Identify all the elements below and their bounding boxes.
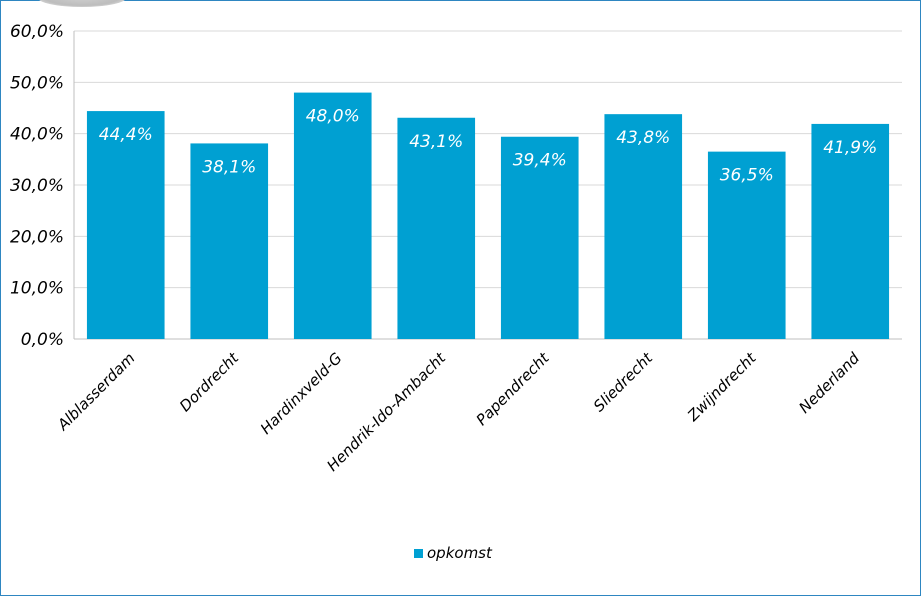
bar: [811, 123, 890, 339]
decorative-shape: [37, 0, 127, 7]
y-tick-label: 20,0%: [10, 227, 64, 247]
legend: opkomst: [414, 544, 492, 562]
x-tick-label: Hardinxveld-G: [257, 349, 346, 438]
x-tick-label: Hendrik-Ido-Ambacht: [323, 348, 449, 474]
y-tick-label: 40,0%: [10, 125, 64, 145]
bar: [293, 92, 372, 339]
y-tick-label: 0,0%: [21, 330, 64, 350]
data-label: 36,5%: [720, 166, 774, 186]
bar: [604, 114, 683, 339]
bar: [86, 111, 165, 339]
bar: [707, 151, 786, 339]
data-label: 44,4%: [99, 125, 153, 145]
x-tick-label: Nederland: [795, 349, 863, 417]
y-tick-label: 60,0%: [10, 22, 64, 42]
x-tick-label: Sliedrecht: [590, 348, 657, 415]
legend-swatch: [414, 548, 423, 558]
x-tick-label: Zwijndrecht: [683, 348, 760, 425]
x-tick-label: Alblasserdam: [53, 349, 138, 434]
data-label: 43,1%: [409, 132, 463, 152]
bar: [190, 143, 269, 339]
y-tick-label: 10,0%: [10, 279, 64, 299]
data-label: 43,8%: [616, 128, 670, 148]
bar: [500, 136, 579, 339]
bar: [397, 117, 476, 340]
data-label: 48,0%: [306, 107, 360, 127]
data-label: 39,4%: [513, 151, 567, 171]
legend-label: opkomst: [427, 544, 492, 562]
y-tick-label: 50,0%: [10, 73, 64, 93]
x-tick-label: Papendrecht: [473, 348, 554, 429]
data-label: 41,9%: [823, 138, 877, 158]
x-tick-label: Dordrecht: [176, 348, 243, 415]
data-label: 38,1%: [202, 157, 256, 177]
y-tick-label: 30,0%: [10, 176, 64, 196]
